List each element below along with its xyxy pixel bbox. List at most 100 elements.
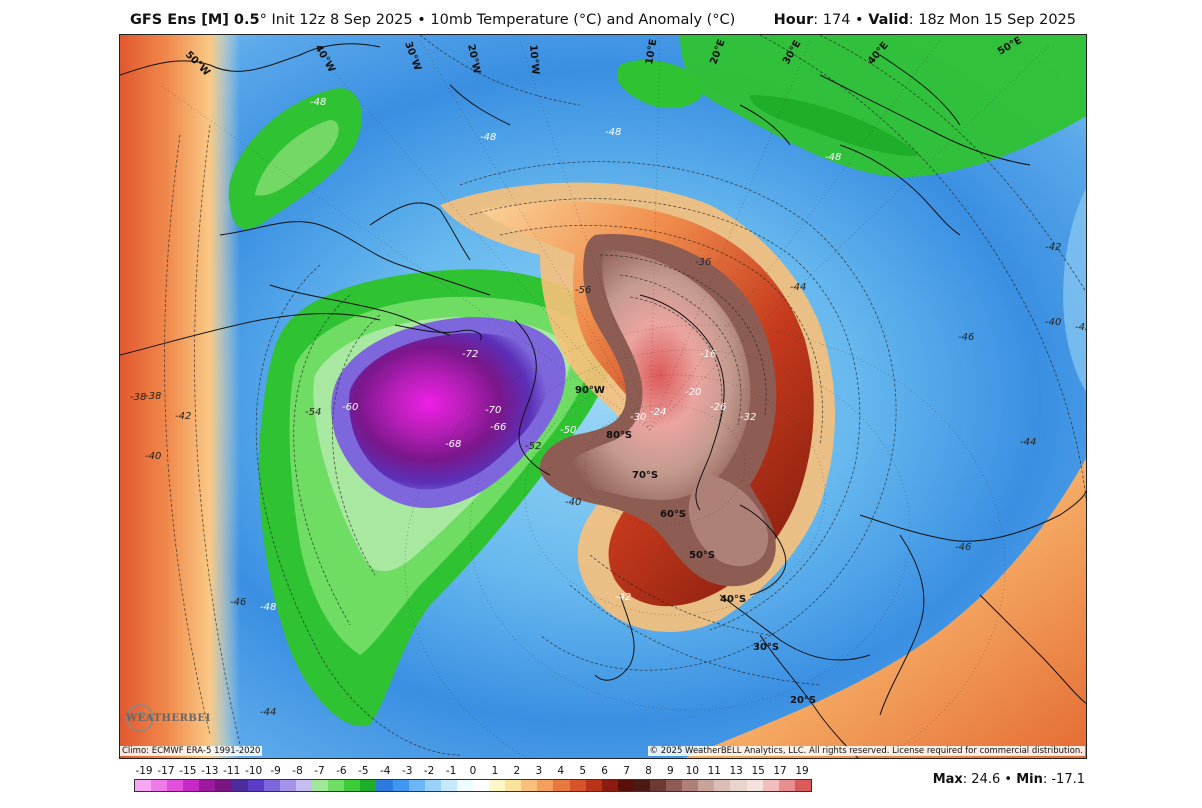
colorbar-swatch bbox=[247, 780, 264, 791]
colorbar bbox=[134, 779, 812, 792]
colorbar-swatch bbox=[231, 780, 248, 791]
colorbar-tick-label: 9 bbox=[667, 765, 674, 777]
colorbar-swatch bbox=[601, 780, 618, 791]
climo-credit: Climo: ECMWF ERA-5 1991-2020 bbox=[120, 746, 263, 756]
colorbar-tick-label: 8 bbox=[645, 765, 652, 777]
contour-label: -52 bbox=[525, 441, 541, 452]
colorbar-tick-label: 19 bbox=[795, 765, 809, 777]
colorbar-swatch bbox=[295, 780, 313, 791]
colorbar-tick-label: -3 bbox=[401, 765, 413, 777]
contour-label: -26 bbox=[710, 402, 726, 413]
colorbar-swatch bbox=[730, 780, 747, 791]
warm-edge-west bbox=[120, 35, 240, 758]
lon-label-10w: 10°W bbox=[527, 44, 541, 75]
colorbar-swatch bbox=[456, 780, 473, 791]
contour-label: -40 bbox=[145, 451, 161, 462]
colorbar-swatch bbox=[489, 780, 506, 791]
lon-label-10e: 10°E bbox=[644, 38, 659, 65]
contour-label: -38 bbox=[145, 391, 161, 402]
colorbar-swatch bbox=[698, 780, 715, 791]
contour-lines bbox=[164, 35, 1086, 756]
colorbar-tick-label: 7 bbox=[623, 765, 630, 777]
latitude-labels: 90°W 80°S 70°S 60°S 50°S 40°S 30°S 20°S bbox=[575, 385, 816, 706]
polar-vortex-core bbox=[349, 333, 549, 490]
colorbar-tick-label: 10 bbox=[685, 765, 700, 777]
valid-value: : 18z Mon 15 Sep 2025 bbox=[908, 12, 1076, 28]
contour-label: -46 bbox=[955, 542, 971, 553]
colorbar-swatch bbox=[585, 780, 602, 791]
colorbar-tick-label: -13 bbox=[201, 765, 219, 777]
colorbar-swatch bbox=[199, 780, 216, 791]
colorbar-swatch bbox=[312, 780, 329, 791]
colorbar-swatch bbox=[537, 780, 554, 791]
colorbar-swatch bbox=[472, 780, 490, 791]
colorbar-tick-label: 13 bbox=[729, 765, 743, 777]
hour-label: Hour bbox=[773, 12, 814, 28]
colorbar-swatch bbox=[135, 780, 152, 791]
colorbar-swatch bbox=[746, 780, 763, 791]
colorbar-swatch bbox=[376, 780, 393, 791]
contour-label: -48 bbox=[825, 152, 841, 163]
colorbar-tick-label: -1 bbox=[445, 765, 457, 777]
colorbar-tick-label: 2 bbox=[513, 765, 521, 777]
colorbar-swatch bbox=[794, 780, 811, 791]
contour-label: -44 bbox=[790, 282, 806, 293]
lat-label-40s: 40°S bbox=[720, 594, 746, 605]
colorbar-tick-label: -9 bbox=[270, 765, 281, 777]
contour-label: -32 bbox=[740, 412, 756, 423]
contour-label: -48 bbox=[260, 602, 276, 613]
contour-label: -54 bbox=[305, 407, 321, 418]
run-description: ° Init 12z 8 Sep 2025 • 10mb Temperature… bbox=[259, 12, 736, 28]
lat-label-70s: 70°S bbox=[632, 470, 658, 481]
contour-label: -50 bbox=[560, 425, 576, 436]
lat-label-50s: 50°S bbox=[689, 550, 715, 561]
contour-label: -36 bbox=[695, 257, 711, 268]
colorbar-tick-label: -5 bbox=[358, 765, 369, 777]
colorbar-swatch bbox=[633, 780, 650, 791]
warm-core-center bbox=[568, 250, 751, 500]
map-panel[interactable]: 90°W 80°S 70°S 60°S 50°S 40°S 30°S 20°S … bbox=[119, 34, 1087, 759]
contour-label: -48 bbox=[480, 132, 496, 143]
model-name: GFS Ens [M] 0.5 bbox=[130, 12, 260, 28]
contour-value-labels: -48 -48 -48 -48 -46 -44 -42 -40 -38 -36 … bbox=[130, 97, 1086, 718]
map-title: GFS Ens [M] 0.5° Init 12z 8 Sep 2025 • 1… bbox=[130, 12, 735, 28]
warm-edge-southeast bbox=[684, 458, 1086, 758]
contour-label: -72 bbox=[462, 349, 478, 360]
graticule bbox=[159, 39, 1051, 758]
lat-label-80s: 80°S bbox=[606, 430, 632, 441]
contour-label: -16 bbox=[700, 349, 716, 360]
contour-label: -48 bbox=[310, 97, 326, 108]
colorbar-tick-label: 17 bbox=[773, 765, 787, 777]
colorbar-swatch bbox=[440, 780, 457, 791]
colorbar-swatch bbox=[569, 780, 586, 791]
contour-label: -38 bbox=[130, 392, 146, 403]
colorbar-tick-label: -2 bbox=[423, 765, 435, 777]
colorbar-tick-label: -19 bbox=[135, 765, 153, 777]
colorbar-tick-label: -17 bbox=[157, 765, 175, 777]
colorbar-swatch bbox=[553, 780, 570, 791]
colorbar-tick-label: 15 bbox=[751, 765, 765, 777]
contour-label: -42 bbox=[615, 592, 631, 603]
contour-label: -66 bbox=[490, 422, 506, 433]
max-label: Max bbox=[932, 772, 963, 787]
temperature-map[interactable]: 90°W 80°S 70°S 60°S 50°S 40°S 30°S 20°S … bbox=[120, 35, 1087, 759]
colorbar-tick-label: -10 bbox=[245, 765, 263, 777]
contour-label: -48 bbox=[605, 127, 621, 138]
copyright-notice: © 2025 WeatherBELL Analytics, LLC. All r… bbox=[647, 746, 1085, 756]
min-label: Min bbox=[1016, 772, 1043, 787]
max-min-stats: Max: 24.6 • Min: -17.1 bbox=[933, 772, 1085, 787]
contour-label: -46 bbox=[958, 332, 974, 343]
contour-label: -42 bbox=[175, 411, 191, 422]
lat-label-20s: 20°S bbox=[790, 695, 816, 706]
contour-label: -40 bbox=[1045, 317, 1061, 328]
colorbar-swatch bbox=[151, 780, 168, 791]
contour-label: -70 bbox=[485, 405, 501, 416]
colorbar-swatch bbox=[617, 780, 634, 791]
colorbar-swatch bbox=[714, 780, 731, 791]
colorbar-swatch bbox=[408, 780, 425, 791]
svg-text:WEATHERBELL: WEATHERBELL bbox=[125, 713, 210, 724]
colorbar-labels: -19 -17 -15 -13 -11 -10 -9 -8 -7 -6 -5 -4 -3 -2 -1 0 1 2 3… bbox=[134, 765, 812, 779]
colorbar-swatch bbox=[263, 780, 280, 791]
colorbar-tick-label: 11 bbox=[707, 765, 721, 777]
colorbar-tick-label: 3 bbox=[535, 765, 543, 777]
